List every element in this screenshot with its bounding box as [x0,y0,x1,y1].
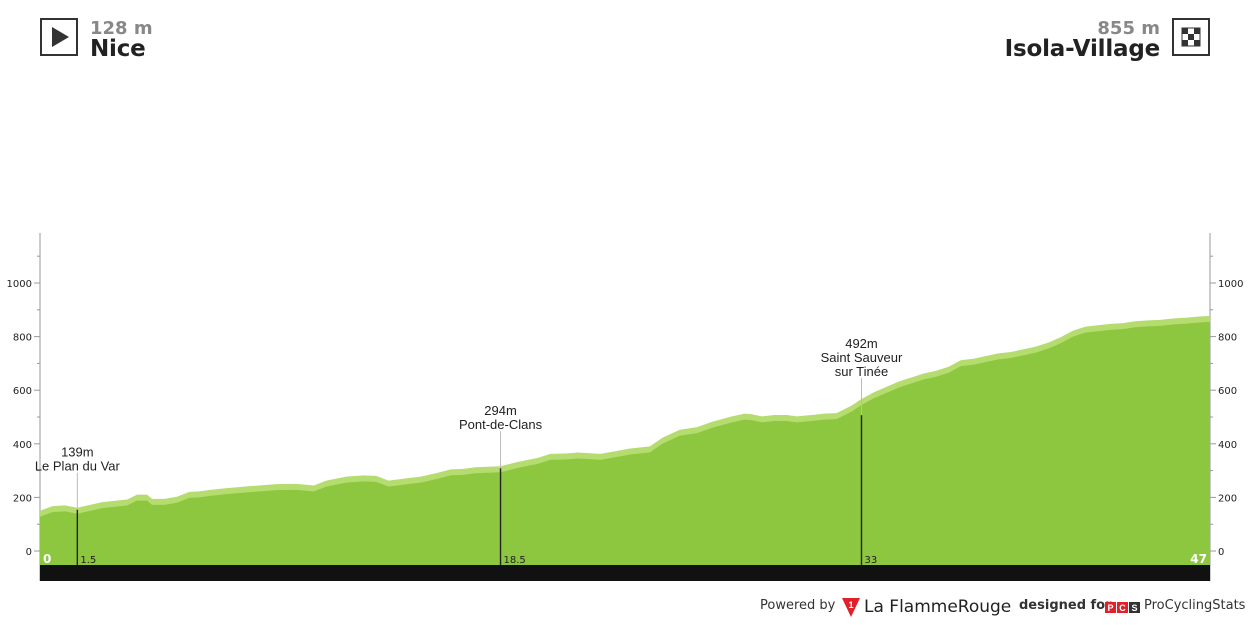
y-tick-label-left: 1000 [7,279,32,290]
y-tick-label-right: 800 [1218,333,1237,344]
distance-bar [40,565,1210,581]
point-label: 492m Saint Sauveur sur Tinée [821,336,903,379]
point-elevation-label: 294m [484,403,517,418]
y-tick-label-right: 1000 [1218,279,1243,290]
start-elevation: 128 m [90,18,153,39]
y-tick-label-right: 200 [1218,493,1237,504]
point-name-label: Pont-de-Clans [459,417,543,432]
y-tick-label-right: 400 [1218,440,1237,451]
y-tick-label-right: 600 [1218,386,1237,397]
point-name-label: sur Tinée [835,364,888,379]
finish-name: Isola-Village [1004,36,1161,62]
powered-by-text: Powered by [760,598,836,613]
flamme-rouge-icon: 1 [842,598,860,617]
km-label: 18.5 [504,555,526,566]
pcs-logo-icon: P C S [1105,602,1141,617]
procyclingstats-text: ProCyclingStats [1144,598,1246,613]
km-label: 47 [1190,552,1207,566]
y-tick-label-left: 800 [13,333,32,344]
point-label: 294m Pont-de-Clans [459,403,543,432]
point-name-label: Saint Sauveur [821,350,903,365]
y-tick-label-right: 0 [1218,547,1224,558]
point-name-label: Le Plan du Var [35,459,121,474]
svg-text:C: C [1119,603,1126,613]
y-tick-label-left: 200 [13,493,32,504]
km-label: 33 [864,555,877,566]
point-elevation-label: 492m [845,336,878,351]
flamme-rouge-text: La FlammeRouge [864,597,1012,617]
flamme-rouge-logo: 1 La FlammeRouge [842,596,1011,618]
svg-text:1: 1 [848,600,853,610]
km-label: 1.5 [80,555,96,566]
designed-for-text: designed for [1019,598,1112,613]
finish-endpoint: 855 m Isola-Village [810,18,1210,62]
svg-text:S: S [1131,603,1137,613]
finish-elevation: 855 m [1097,18,1160,39]
y-tick-label-left: 400 [13,440,32,451]
point-elevation-label: 139m [61,445,94,460]
y-tick-label-left: 0 [26,547,32,558]
checkered-flag-icon [1172,18,1210,56]
km-label: 0 [43,552,51,566]
y-tick-label-left: 600 [13,386,32,397]
start-name: Nice [90,36,146,62]
svg-text:P: P [1107,603,1113,613]
profile-area [40,321,1210,565]
start-flag-icon [40,18,78,56]
point-label: 139m Le Plan du Var [35,445,121,474]
start-endpoint: 128 m Nice [40,18,340,62]
